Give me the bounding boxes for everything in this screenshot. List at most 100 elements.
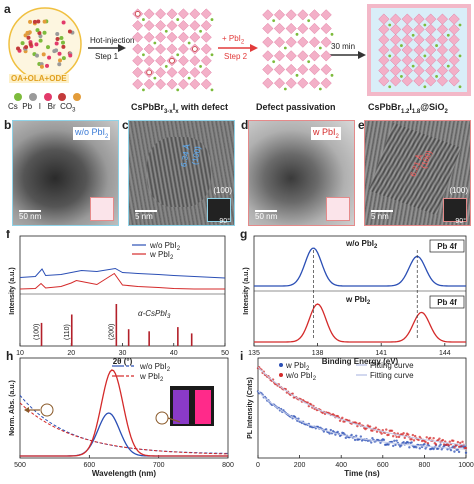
cs-site — [411, 64, 415, 68]
tag-b: w/o PbI2 — [73, 127, 111, 140]
panel-a-label: a — [4, 2, 11, 16]
octahedron — [285, 22, 297, 35]
i-xlabel: Time (ns) — [344, 469, 380, 478]
h-xtick-label: 500 — [14, 462, 26, 469]
precursor-dot — [68, 53, 73, 58]
cs-site — [435, 75, 438, 78]
precursor-dot — [20, 41, 25, 46]
octahedron — [166, 43, 178, 55]
i-data-point — [424, 447, 427, 450]
octahedron — [297, 50, 309, 62]
precursor-dot — [26, 35, 31, 40]
h-vial-left — [173, 390, 189, 424]
cap3-isub: 1.8 — [411, 108, 421, 115]
i-data-point — [387, 433, 390, 437]
precursor-dot — [16, 46, 21, 51]
i-data-point — [392, 435, 395, 438]
i-data-point — [464, 446, 468, 450]
i-data-point — [344, 436, 348, 440]
octahedron — [297, 77, 309, 89]
octahedron — [177, 31, 189, 43]
scale-bar-c — [135, 210, 157, 212]
precursor-dot — [28, 42, 33, 47]
i-data-point — [438, 437, 441, 440]
g-series-1 — [254, 303, 466, 343]
g-xtick-label: 141 — [375, 350, 387, 357]
i-data-point — [390, 429, 394, 433]
octahedron — [189, 78, 201, 90]
octahedron — [166, 8, 178, 20]
octahedron — [177, 43, 189, 55]
precursor-dot — [55, 32, 60, 37]
i-xtick-label: 600 — [377, 462, 389, 469]
octahedron — [143, 78, 155, 90]
cap3-i: I — [409, 102, 412, 112]
octahedron — [132, 31, 144, 43]
scale-label-b: 50 nm — [19, 212, 42, 221]
octahedron — [177, 8, 189, 20]
i-legend-text: Fitting curve — [370, 371, 414, 380]
i-legend-dot — [279, 373, 283, 377]
octahedron — [200, 20, 212, 32]
octahedron — [436, 75, 449, 87]
hrtem-image-e: 6.21 Å (100) (100) 90° 5 nm — [364, 120, 471, 226]
precursor-dot — [57, 62, 62, 67]
precursor-dot — [38, 34, 43, 39]
octahedron — [132, 66, 144, 78]
precursor-dot — [34, 53, 39, 58]
i-xtick-label: 800 — [419, 462, 431, 469]
i-xtick-label: 0 — [256, 462, 260, 469]
f-series-0 — [19, 267, 226, 279]
i-data-point — [329, 428, 332, 432]
i-frame — [257, 357, 467, 459]
scale-bar-d — [255, 210, 277, 212]
legend-pb: Pb — [22, 102, 33, 111]
panel-f-label: f — [6, 230, 11, 241]
cs-site — [388, 54, 392, 58]
fft-plane-e: (100) — [449, 186, 468, 195]
g-ylabel: Intensity (a.u.) — [243, 267, 250, 314]
crystal-with-defect — [132, 8, 214, 92]
f-xtick-label: 30 — [119, 350, 127, 357]
cs-site — [307, 19, 311, 23]
g-tag-box — [429, 295, 465, 309]
legend-co-sub: 3 — [72, 107, 76, 114]
octahedron — [308, 63, 321, 76]
octahedron — [308, 50, 321, 62]
precursor-dot — [54, 41, 59, 46]
octahedron — [155, 8, 167, 20]
g-tag: Pb 4f — [437, 298, 457, 307]
octahedron — [200, 55, 212, 67]
i-data-point — [457, 450, 461, 454]
cs-site — [423, 54, 427, 58]
inset-lattice-d — [326, 197, 350, 221]
cs-site — [388, 23, 392, 27]
i-data-point — [456, 440, 460, 444]
i-data-point — [407, 441, 410, 444]
octahedron — [132, 78, 144, 90]
g-series-label: w/o PbI2 — [345, 239, 378, 250]
i-data-point — [324, 428, 328, 431]
octahedron — [200, 43, 212, 55]
octahedron — [189, 31, 201, 43]
i-data-point — [395, 435, 398, 439]
cap3-rest: @SiO — [420, 102, 445, 112]
octahedron — [262, 22, 274, 35]
i-data-point — [358, 422, 361, 425]
octahedron — [273, 63, 286, 76]
cs-site — [272, 19, 276, 23]
i-data-point — [432, 436, 435, 440]
tag-b-text: w/o PbI — [75, 127, 106, 137]
cs-site — [400, 75, 403, 78]
scale-label-d: 50 nm — [255, 212, 278, 221]
octahedron — [413, 75, 425, 87]
h-legend-text: w PbI2 — [139, 372, 164, 383]
i-data-point — [341, 416, 344, 420]
precursor-dot — [45, 63, 50, 68]
chart-h: h 500 600 700 800 Wavelength (nm) Norm. Abs. (… — [6, 349, 234, 478]
octahedron — [262, 63, 274, 76]
octahedron — [155, 31, 167, 43]
cs-site — [330, 73, 334, 77]
f-legend-text: w/o PbI2 — [149, 241, 181, 252]
nanocrystal-c — [147, 137, 211, 207]
